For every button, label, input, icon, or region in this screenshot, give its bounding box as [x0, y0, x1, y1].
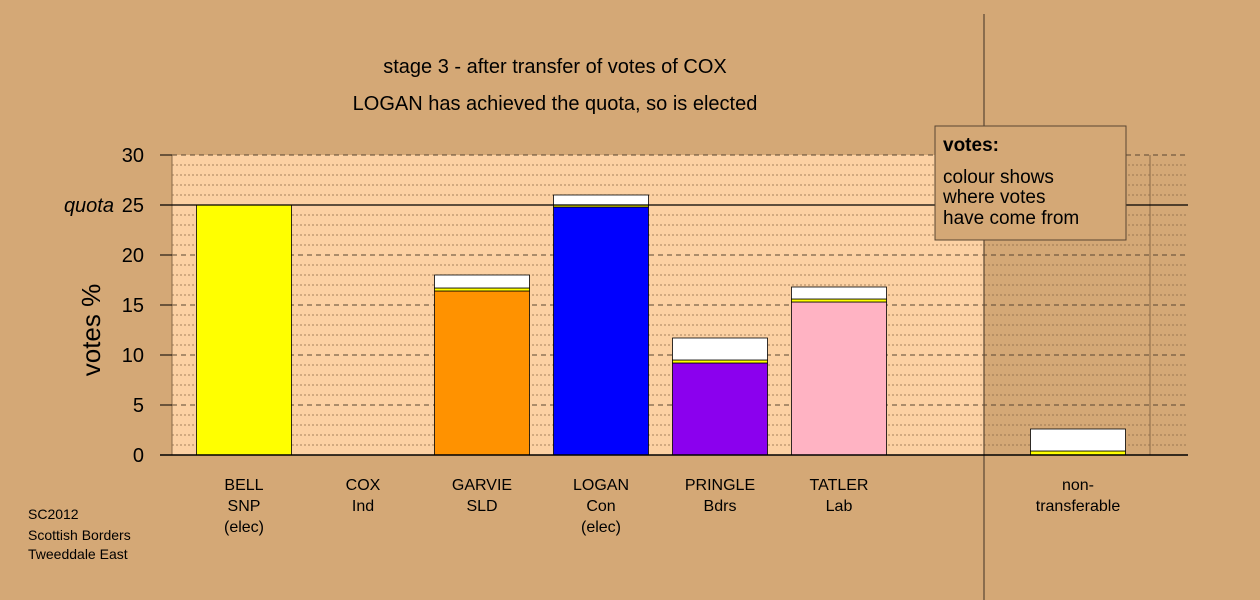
category-label: Lab: [826, 498, 853, 515]
bar-bell: [196, 204, 292, 456]
category-label: Bdrs: [704, 498, 737, 515]
bar-segment: [791, 298, 887, 303]
category-label: TATLER: [810, 477, 869, 494]
legend-line: colour shows: [943, 167, 1054, 188]
category-label: COX: [346, 477, 381, 494]
bar-logan: [553, 194, 649, 456]
category-label: SLD: [466, 498, 497, 515]
category-label: SNP: [228, 498, 261, 515]
y-axis-label: votes %: [76, 284, 106, 377]
bar-segment: [553, 194, 649, 206]
legend-title: votes:: [943, 135, 999, 156]
bar-segment: [1030, 428, 1126, 452]
bar-segment: [434, 287, 530, 292]
chart-subtitle: LOGAN has achieved the quota, so is elec…: [353, 93, 758, 115]
y-axis-ticks: 0 5 10 15 20 25 30: [122, 145, 172, 467]
bar-tatler: [791, 286, 887, 456]
y-tick-label: 5: [133, 395, 144, 417]
bar-segment: [434, 290, 530, 456]
source-label: SC2012: [28, 506, 79, 522]
bar-segment: [672, 362, 768, 456]
y-tick-label: 25: [122, 195, 144, 217]
source-label: Tweeddale East: [28, 546, 128, 562]
category-labels: BELL SNP (elec) COX Ind GARVIE SLD LOGAN Con (ele…: [224, 477, 1120, 536]
chart-title: stage 3 - after transfer of votes of COX: [383, 56, 727, 78]
category-label: non-: [1062, 477, 1094, 494]
category-label: LOGAN: [573, 477, 629, 494]
category-label: GARVIE: [452, 477, 512, 494]
bar-non: [1030, 428, 1126, 456]
bar-segment: [791, 301, 887, 456]
bar-segment: [672, 359, 768, 364]
category-label: BELL: [224, 477, 263, 494]
category-label: (elec): [581, 519, 621, 536]
y-tick-label: 15: [122, 295, 144, 317]
y-tick-label: 20: [122, 245, 144, 267]
category-label: Ind: [352, 498, 374, 515]
legend-line: have come from: [943, 208, 1079, 229]
y-tick-label: 0: [133, 445, 144, 467]
bar-segment: [434, 274, 530, 289]
bar-pringle: [672, 337, 768, 456]
category-label: transferable: [1036, 498, 1121, 515]
category-label: (elec): [224, 519, 264, 536]
bar-garvie: [434, 274, 530, 456]
bar-segment: [553, 206, 649, 456]
y-tick-label: 10: [122, 345, 144, 367]
bars: [196, 194, 1126, 456]
bar-segment: [672, 337, 768, 361]
legend-box: votes: colour shows where votes have com…: [934, 125, 1127, 241]
legend-line: where votes: [942, 187, 1045, 208]
source-label: Scottish Borders: [28, 527, 131, 543]
category-label: PRINGLE: [685, 477, 755, 494]
bar-segment: [791, 286, 887, 300]
quota-label: quota: [64, 195, 114, 217]
bar-segment: [196, 204, 292, 456]
y-tick-label: 30: [122, 145, 144, 167]
category-label: Con: [586, 498, 615, 515]
